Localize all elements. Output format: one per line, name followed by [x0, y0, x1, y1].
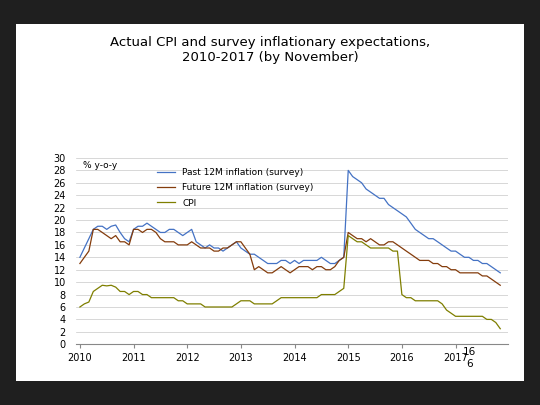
CPI	[497, 326, 503, 331]
Future 12M inflation (survey)	[394, 243, 401, 247]
Past 12M inflation (survey)	[153, 227, 159, 232]
Future 12M inflation (survey)	[90, 227, 97, 232]
Past 12M inflation (survey)	[367, 190, 374, 194]
Line: Past 12M inflation (survey): Past 12M inflation (survey)	[80, 171, 500, 273]
Past 12M inflation (survey)	[376, 196, 383, 201]
CPI	[394, 249, 401, 254]
Line: CPI: CPI	[80, 236, 500, 329]
Past 12M inflation (survey)	[94, 224, 101, 229]
CPI	[345, 233, 352, 238]
Past 12M inflation (survey)	[390, 205, 396, 210]
Legend: Past 12M inflation (survey), Future 12M inflation (survey), CPI: Past 12M inflation (survey), Future 12M …	[153, 164, 318, 211]
Future 12M inflation (survey)	[376, 243, 383, 247]
Text: Actual CPI and survey inflationary expectations,
2010-2017 (by November): Actual CPI and survey inflationary expec…	[110, 36, 430, 64]
Future 12M inflation (survey)	[77, 261, 83, 266]
CPI	[367, 245, 374, 250]
Future 12M inflation (survey)	[390, 239, 396, 244]
Future 12M inflation (survey)	[157, 236, 164, 241]
Line: Future 12M inflation (survey): Future 12M inflation (survey)	[80, 229, 500, 285]
CPI	[390, 249, 396, 254]
Past 12M inflation (survey)	[345, 168, 352, 173]
Future 12M inflation (survey)	[497, 283, 503, 288]
Future 12M inflation (survey)	[367, 236, 374, 241]
Future 12M inflation (survey)	[99, 230, 105, 235]
CPI	[376, 245, 383, 250]
Text: % y-o-y: % y-o-y	[83, 161, 117, 170]
Past 12M inflation (survey)	[77, 255, 83, 260]
Past 12M inflation (survey)	[497, 271, 503, 275]
Text: 16
6: 16 6	[463, 347, 476, 369]
CPI	[94, 286, 101, 291]
CPI	[153, 295, 159, 300]
Past 12M inflation (survey)	[394, 208, 401, 213]
CPI	[77, 305, 83, 309]
